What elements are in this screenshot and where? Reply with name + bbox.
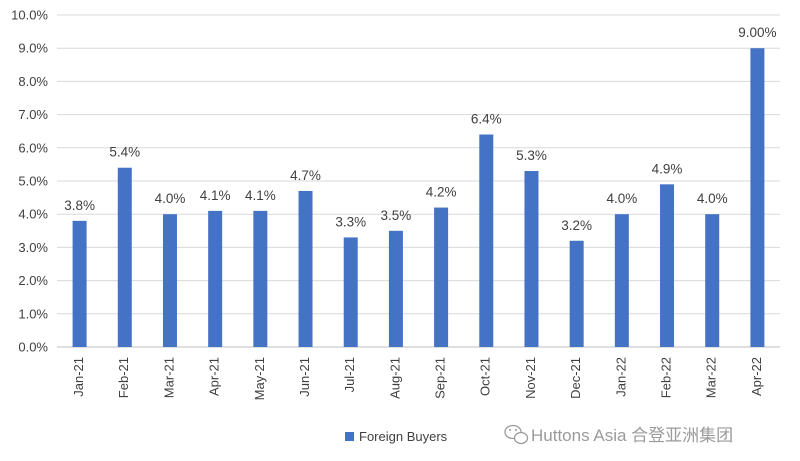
bars xyxy=(72,48,765,347)
data-label: 4.1% xyxy=(245,188,276,203)
x-tick-label: Jun-21 xyxy=(297,357,312,397)
bar xyxy=(253,210,268,347)
x-tick-label: Jul-21 xyxy=(342,357,357,392)
bar xyxy=(72,220,87,347)
data-labels: 3.8% 5.4% 4.0% 4.1% 4.1% 4.7% 3.3% 3.5% 4.2% 6.4%… xyxy=(64,25,776,233)
y-tick-label: 4.0% xyxy=(18,207,48,222)
x-tick-label: Feb-22 xyxy=(658,357,673,398)
bar xyxy=(208,210,223,347)
watermark: Huttons Asia 合登亚洲集团 xyxy=(504,424,733,445)
y-tick-label: 0.0% xyxy=(18,340,48,355)
data-label: 4.1% xyxy=(200,188,231,203)
y-tick-label: 8.0% xyxy=(18,74,48,89)
x-tick-label: Mar-22 xyxy=(704,357,719,398)
bar xyxy=(162,214,177,347)
bar xyxy=(705,214,720,347)
watermark-text: Huttons Asia 合登亚洲集团 xyxy=(531,426,733,445)
bar xyxy=(614,214,629,347)
y-tick-label: 7.0% xyxy=(18,107,48,122)
x-tick-label: Oct-21 xyxy=(478,357,493,396)
bar xyxy=(479,134,494,347)
x-tick-label: Sep-21 xyxy=(433,357,448,399)
x-tick-label: Mar-21 xyxy=(161,357,176,398)
bar xyxy=(569,240,584,347)
data-label: 4.0% xyxy=(155,191,186,206)
data-label: 3.2% xyxy=(561,218,592,233)
y-tick-label: 9.0% xyxy=(18,41,48,56)
y-tick-label: 2.0% xyxy=(18,273,48,288)
bar xyxy=(343,237,358,347)
data-label: 5.4% xyxy=(109,145,140,160)
bar xyxy=(660,184,675,347)
y-tick-label: 1.0% xyxy=(18,306,48,321)
bar xyxy=(388,230,403,347)
data-label: 4.2% xyxy=(426,185,457,200)
x-tick-label: Apr-22 xyxy=(749,357,764,396)
bar xyxy=(750,48,765,347)
data-label: 4.7% xyxy=(290,168,321,183)
x-tick-label: Nov-21 xyxy=(523,357,538,399)
x-tick-label: Jan-21 xyxy=(71,357,86,397)
data-label: 3.5% xyxy=(381,208,412,223)
data-label: 3.8% xyxy=(64,198,95,213)
gridlines xyxy=(57,14,780,348)
y-tick-label: 6.0% xyxy=(18,140,48,155)
data-label: 5.3% xyxy=(516,148,547,163)
data-label: 6.4% xyxy=(471,112,502,127)
data-label: 4.9% xyxy=(652,161,683,176)
legend-swatch xyxy=(345,432,354,441)
y-tick-label: 3.0% xyxy=(18,240,48,255)
y-axis: 0.0% 1.0% 2.0% 3.0% 4.0% 5.0% 6.0% 7.0% 8.0% 9.0%… xyxy=(11,8,48,355)
legend-label: Foreign Buyers xyxy=(359,429,448,444)
data-label: 3.3% xyxy=(335,214,366,229)
bar xyxy=(298,190,313,347)
x-tick-label: Jan-22 xyxy=(613,357,628,397)
bar xyxy=(524,171,539,347)
x-tick-label: Apr-21 xyxy=(207,357,222,396)
x-axis: Jan-21 Feb-21 Mar-21 Apr-21 May-21 Jun-21 Jul-… xyxy=(71,357,764,400)
data-label: 4.0% xyxy=(606,191,637,206)
x-tick-label: Aug-21 xyxy=(387,357,402,399)
x-tick-label: May-21 xyxy=(252,357,267,400)
bar xyxy=(117,167,132,347)
data-label: 9.00% xyxy=(738,25,776,40)
y-tick-label: 10.0% xyxy=(11,8,48,23)
wechat-icon xyxy=(504,424,529,445)
legend: Foreign Buyers xyxy=(345,429,448,444)
x-tick-label: Feb-21 xyxy=(116,357,131,398)
bar xyxy=(434,207,449,347)
data-label: 4.0% xyxy=(697,191,728,206)
x-tick-label: Dec-21 xyxy=(568,357,583,399)
y-tick-label: 5.0% xyxy=(18,174,48,189)
